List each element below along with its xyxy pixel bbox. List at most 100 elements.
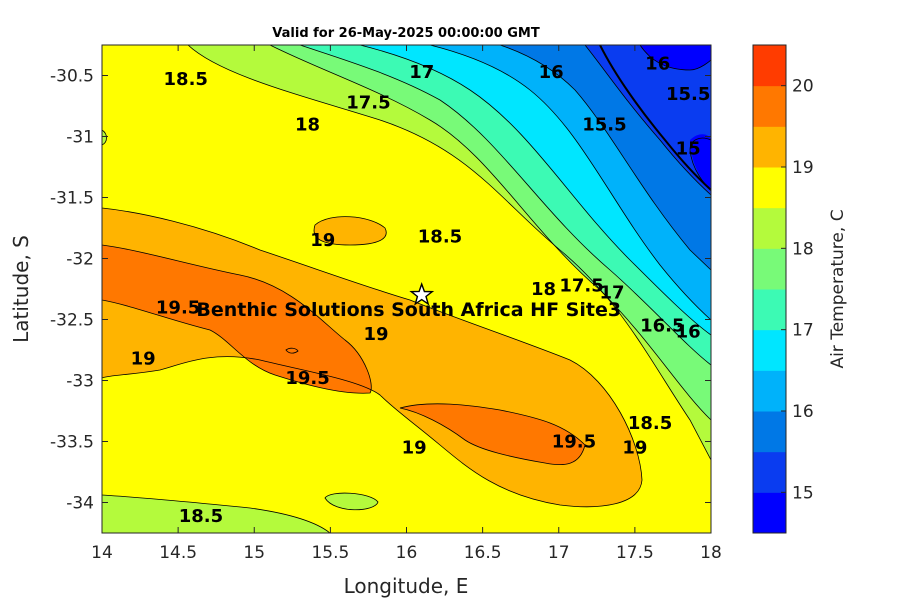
x-axis-label: Longitude, E [344, 574, 469, 598]
x-tick-label: 14.5 [159, 543, 197, 563]
contour-label: 18.5 [164, 69, 208, 90]
contour-label: 19 [622, 438, 647, 459]
contour-label: 18.5 [179, 506, 223, 527]
chart-title: Valid for 26-May-2025 00:00:00 GMT [272, 26, 540, 41]
colorbar-swatch [753, 126, 786, 168]
band-18-18.5-patch [325, 493, 378, 510]
x-tick-label: 14 [91, 543, 113, 563]
colorbar-ticks: 15 16 17 18 19 20 [781, 77, 814, 503]
contour-label: 17 [409, 62, 434, 83]
contour-line-19-north [313, 216, 387, 246]
y-axis: -30.5 -31 -31.5 -32 -32.5 -33 -33.5 -34 [50, 67, 711, 514]
contour-label: 19.5 [156, 297, 200, 318]
contour-label: 18 [531, 279, 556, 300]
contour-label: 19 [310, 230, 335, 251]
colorbar-swatch [753, 167, 786, 209]
band-14.5-15 [640, 45, 711, 190]
x-tick-label: 17.5 [616, 543, 654, 563]
contour-line-19.5-east [399, 403, 586, 466]
colorbar [753, 45, 786, 534]
contour-label: 16.5 [640, 316, 684, 337]
contour-label: 19 [131, 349, 156, 370]
site-marker: Benthic Solutions South Africa HF Site3 [196, 282, 621, 321]
contour-label: 19.5 [552, 432, 596, 453]
colorbar-tick-label: 20 [792, 77, 814, 97]
contour-label: 15 [676, 139, 701, 160]
colorbar-tick-label: 16 [792, 402, 814, 422]
x-tick-label: 15 [243, 543, 265, 563]
colorbar-swatch [753, 289, 786, 331]
band-19.5-20-east [400, 403, 585, 465]
colorbar-tick-label: 15 [792, 483, 814, 503]
colorbar-swatch [753, 45, 786, 87]
site-label: Benthic Solutions South Africa HF Site3 [196, 299, 621, 321]
y-tick-label: -31.5 [50, 189, 94, 209]
colorbar-swatch [753, 411, 786, 453]
colorbar-swatch [753, 85, 786, 127]
contour-label: 16 [539, 62, 564, 83]
colorbar-swatch [753, 248, 786, 290]
contour-lines [102, 45, 711, 533]
contour-line-19 [102, 207, 643, 508]
contour-line-15-north [639, 45, 711, 71]
contour-label: 15.5 [666, 84, 710, 105]
contour-label: 18.5 [418, 227, 462, 248]
x-axis: 14 14.5 15 15.5 16 16.5 17 17.5 18 [91, 45, 722, 563]
x-tick-label: 15.5 [311, 543, 349, 563]
y-tick-label: -31 [66, 128, 94, 148]
x-tick-label: 17 [548, 543, 570, 563]
band-19.5-20-west [102, 245, 372, 394]
colorbar-swatch [753, 451, 786, 493]
contour-line-17.5 [299, 45, 711, 366]
y-tick-label: -33 [66, 372, 94, 392]
contour-line-18.5-patch [324, 492, 379, 511]
contour-label: 16 [676, 322, 701, 343]
x-tick-label: 18 [700, 543, 722, 563]
colorbar-label: Air Temperature, C [828, 209, 848, 368]
contour-label: 17.5 [559, 275, 603, 296]
colorbar-tick-label: 18 [792, 239, 814, 259]
contour-line-16.5 [429, 45, 711, 321]
x-tick-label: 16.5 [464, 543, 502, 563]
contour-line-18.5-south [102, 494, 331, 533]
contour-line-15 [599, 45, 711, 191]
contour-line-19.5-dot [285, 347, 299, 354]
contour-line-16 [499, 45, 711, 271]
site-star-icon [409, 282, 435, 306]
contour-line-18.5 [187, 45, 711, 461]
colorbar-swatch [753, 207, 786, 249]
y-tick-label: -33.5 [50, 433, 94, 453]
y-axis-label: Latitude, S [9, 235, 33, 343]
band-18-18.5-south [102, 495, 330, 533]
colorbar-swatch [753, 370, 786, 412]
colorbar-tick-label: 19 [792, 158, 814, 178]
x-tick-label: 16 [396, 543, 418, 563]
contour-line-19.5-west [102, 244, 372, 394]
y-tick-label: -32.5 [50, 311, 94, 331]
colorbar-swatch [753, 492, 786, 534]
y-tick-label: -30.5 [50, 67, 94, 87]
contour-label: 18.5 [628, 413, 672, 434]
contour-label: 17.5 [346, 92, 390, 113]
y-tick-label: -34 [66, 494, 94, 514]
contour-label: 19.5 [285, 368, 329, 389]
contour-line-18 [269, 45, 711, 421]
y-tick-label: -32 [66, 250, 94, 270]
contour-line-18.5-left [102, 129, 107, 146]
contour-label: 15.5 [582, 114, 626, 135]
colorbar-swatch [753, 329, 786, 371]
contour-label: 16 [645, 53, 670, 74]
contour-line-17 [359, 45, 711, 336]
contour-line-15.5 [584, 45, 711, 196]
band-19-19.5-north [314, 216, 387, 245]
colorbar-frame [752, 44, 787, 534]
contour-label: 18 [295, 114, 320, 135]
colorbar-tick-label: 17 [792, 321, 814, 341]
contour-label: 17 [600, 283, 625, 304]
contour-line-15-east [689, 137, 711, 191]
contour-label: 19 [364, 324, 389, 345]
band-19.5-20-dot [286, 348, 298, 354]
